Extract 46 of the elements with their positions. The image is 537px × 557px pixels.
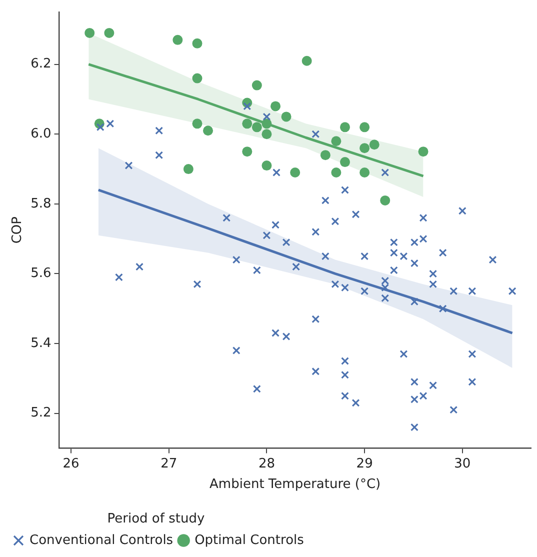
point xyxy=(192,73,202,84)
point xyxy=(262,129,272,140)
point xyxy=(360,122,370,132)
point xyxy=(183,164,194,174)
point xyxy=(252,122,262,132)
point xyxy=(262,160,272,171)
point xyxy=(192,38,202,48)
legend-label: Optimal Controls xyxy=(194,532,304,548)
y-axis-title: COP xyxy=(10,216,26,244)
point xyxy=(270,101,281,112)
y-tick-label: 5.6 xyxy=(30,266,52,282)
point xyxy=(320,150,330,160)
point xyxy=(84,28,95,38)
point xyxy=(262,118,272,129)
legend-label: Conventional Controls xyxy=(30,532,174,548)
point xyxy=(369,140,380,150)
point xyxy=(203,126,214,136)
x-axis-title: Ambient Temperature (°C) xyxy=(210,476,381,492)
point xyxy=(360,168,370,178)
point xyxy=(302,56,312,66)
point xyxy=(104,28,114,38)
point xyxy=(242,146,252,157)
x-tick-label: 30 xyxy=(454,456,471,472)
point xyxy=(192,118,202,129)
point xyxy=(172,34,183,45)
point xyxy=(242,118,252,129)
point xyxy=(360,143,370,154)
point xyxy=(340,157,350,168)
x-tick-label: 29 xyxy=(356,456,373,472)
x-tick-label: 28 xyxy=(258,456,275,472)
legend-title: Period of study xyxy=(107,511,205,526)
point xyxy=(281,112,292,122)
y-tick-label: 6.2 xyxy=(30,56,52,72)
point xyxy=(331,136,342,146)
point xyxy=(418,146,428,157)
y-tick-label: 6.0 xyxy=(30,126,52,142)
point xyxy=(340,122,350,132)
point xyxy=(380,195,390,206)
y-tick-label: 5.2 xyxy=(30,406,52,421)
point xyxy=(252,80,262,90)
y-tick-label: 5.8 xyxy=(30,196,52,212)
y-tick-label: 5.4 xyxy=(30,336,52,351)
x-tick-label: 26 xyxy=(62,456,80,472)
x-tick-label: 27 xyxy=(160,456,178,472)
point xyxy=(290,168,300,178)
point xyxy=(331,168,342,178)
